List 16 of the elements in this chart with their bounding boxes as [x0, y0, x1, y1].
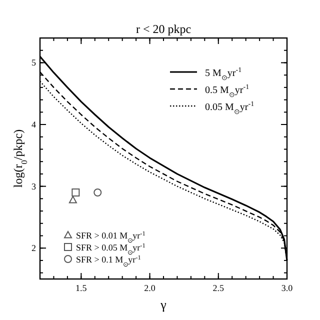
y-tick-label: 5 [32, 58, 36, 68]
x-tick-label: 2.0 [144, 283, 156, 293]
x-tick-label: 2.5 [212, 283, 225, 293]
y-tick-label: 4 [32, 120, 36, 130]
legend-label: 0.5 M$_{⊙}$yr$^{-1}$ [205, 83, 250, 99]
legend-label: SFR > 0.05 M$_{⊙}$yr$^{-1}$ [76, 242, 146, 256]
legend-label: SFR > 0.1 M$_{⊙}$yr$^{-1}$ [76, 254, 141, 268]
y-tick-label: 2 [32, 243, 36, 254]
x-axis-title: γ [160, 297, 167, 312]
legend-label: 0.05 M$_{⊙}$yr$^{-1}$ [205, 100, 255, 116]
x-tick-label: 3.0 [281, 283, 294, 293]
chart-title: r < 20 pkpc [136, 22, 192, 36]
legend-label: 5 M$_{⊙}$yr$^{-1}$ [205, 66, 242, 82]
legend-label: SFR > 0.01 M$_{⊙}$yr$^{-1}$ [76, 230, 146, 244]
y-tick-label: 3 [32, 181, 36, 192]
x-tick-label: 1.5 [76, 283, 88, 293]
